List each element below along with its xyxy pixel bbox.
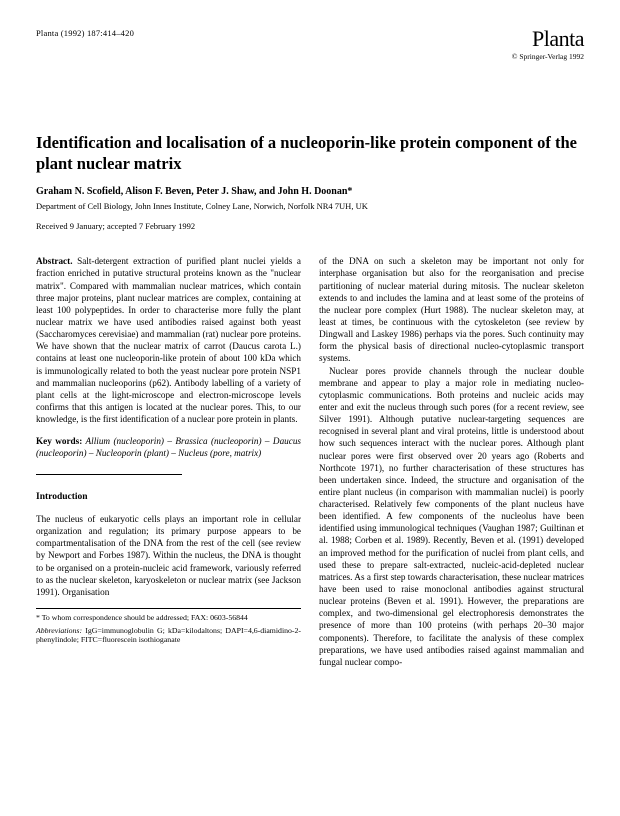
citation: Planta (1992) 187:414–420 — [36, 28, 134, 38]
authors: Graham N. Scofield, Alison F. Beven, Pet… — [36, 186, 584, 197]
abstract-label: Abstract. — [36, 256, 73, 266]
keywords-label: Key words: — [36, 436, 82, 446]
abstract: Abstract. Salt-detergent extraction of p… — [36, 255, 301, 425]
article-title: Identification and localisation of a nuc… — [36, 133, 584, 174]
correspondence-footnote: * To whom correspondence should be addre… — [36, 613, 301, 623]
right-column: of the DNA on such a skeleton may be imp… — [319, 255, 584, 668]
intro-paragraph-1: The nucleus of eukaryotic cells plays an… — [36, 513, 301, 598]
abbreviations-footnote: Abbreviations: IgG=immunoglobulin G; kDa… — [36, 626, 301, 645]
received-date: Received 9 January; accepted 7 February … — [36, 221, 584, 231]
left-column: Abstract. Salt-detergent extraction of p… — [36, 255, 301, 668]
section-divider — [36, 474, 182, 475]
col2-paragraph-2: Nuclear pores provide channels through t… — [319, 365, 584, 669]
copyright: © Springer-Verlag 1992 — [512, 52, 584, 61]
journal-name: Planta — [512, 28, 584, 50]
page-header: Planta (1992) 187:414–420 Planta © Sprin… — [36, 28, 584, 61]
col2-paragraph-1: of the DNA on such a skeleton may be imp… — [319, 255, 584, 364]
abbrev-label: Abbreviations: — [36, 626, 82, 635]
journal-block: Planta © Springer-Verlag 1992 — [512, 28, 584, 61]
introduction-heading: Introduction — [36, 491, 301, 504]
keywords: Key words: Allium (nucleoporin) – Brassi… — [36, 435, 301, 459]
footnote-divider — [36, 608, 301, 609]
affiliation: Department of Cell Biology, John Innes I… — [36, 201, 584, 211]
abstract-body: Salt-detergent extraction of purified pl… — [36, 256, 301, 424]
content-columns: Abstract. Salt-detergent extraction of p… — [36, 255, 584, 668]
